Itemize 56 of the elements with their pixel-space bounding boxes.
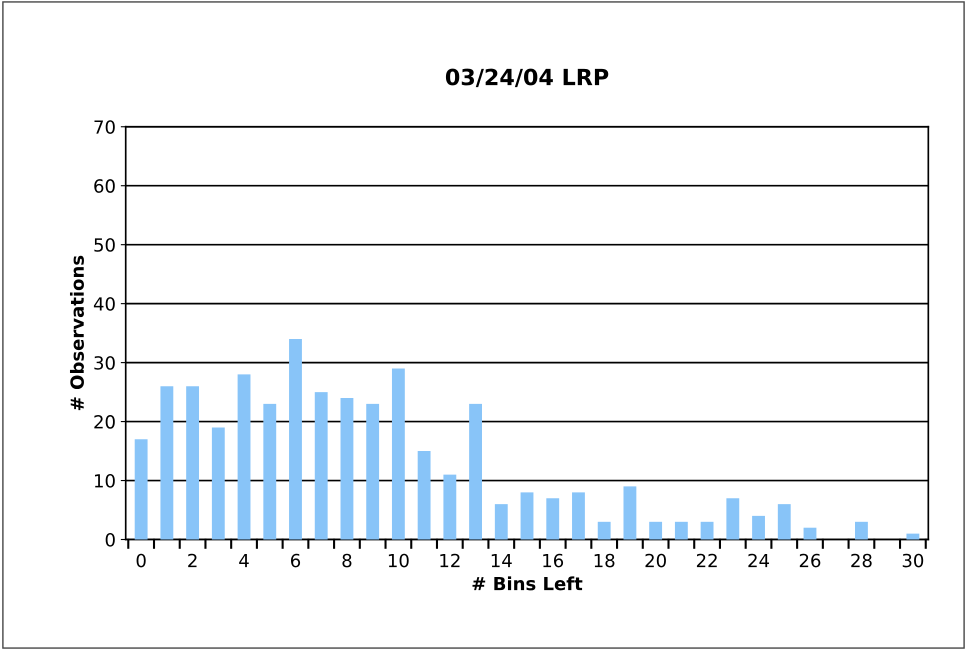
bar [726,498,740,540]
bar [469,404,482,540]
bar [340,398,354,540]
x-tick-label: 2 [188,554,197,568]
bar [674,522,688,540]
bar [546,498,560,540]
chart-title: 03/24/04 LRP [446,68,608,88]
bar [649,522,662,540]
y-tick-label: 70 [94,120,115,134]
x-tick-label: 22 [696,554,717,568]
bar [160,386,174,540]
y-tick-label: 10 [94,474,115,488]
bar [598,522,611,540]
bar [855,522,868,540]
y-tick-label: 50 [94,238,115,252]
bar [289,339,302,540]
x-tick-label: 18 [594,554,614,568]
x-tick-label: 0 [136,554,146,568]
bar [572,492,585,540]
y-tick-label: 0 [106,532,115,547]
x-tick-label: 12 [440,554,460,568]
x-tick-label: 16 [543,554,564,568]
bar [520,492,534,540]
x-tick-label: 10 [388,554,409,568]
y-tick-label: 20 [94,415,115,429]
x-tick-label: 30 [902,554,924,568]
x-tick-label: 20 [645,554,666,568]
bar [263,404,276,540]
y-axis-title: # Observations [70,256,84,410]
y-tick-label: 40 [94,297,115,311]
x-tick-label: 24 [748,554,770,568]
y-tick-label: 30 [94,356,115,370]
bar [212,427,225,540]
bar [134,439,148,540]
bar [623,486,636,540]
bar [752,516,765,540]
y-tick-label: 60 [94,179,115,193]
bar [366,404,380,540]
bar [804,528,816,540]
x-tick-label: 14 [492,554,512,568]
x-tick-label: 8 [342,554,352,568]
x-tick-label: 26 [800,554,820,568]
bar [238,374,250,540]
bar [906,534,920,540]
bar [700,522,714,540]
bar [418,451,431,540]
bar [494,504,508,540]
x-tick-label: 6 [291,554,300,568]
x-tick-label: 4 [239,554,249,568]
x-tick-label: 28 [851,554,872,568]
x-axis-title: # Bins Left [472,576,582,590]
bar [186,386,200,540]
bar [778,504,791,540]
bar [443,474,456,540]
bar [392,368,405,540]
bar [314,392,328,540]
